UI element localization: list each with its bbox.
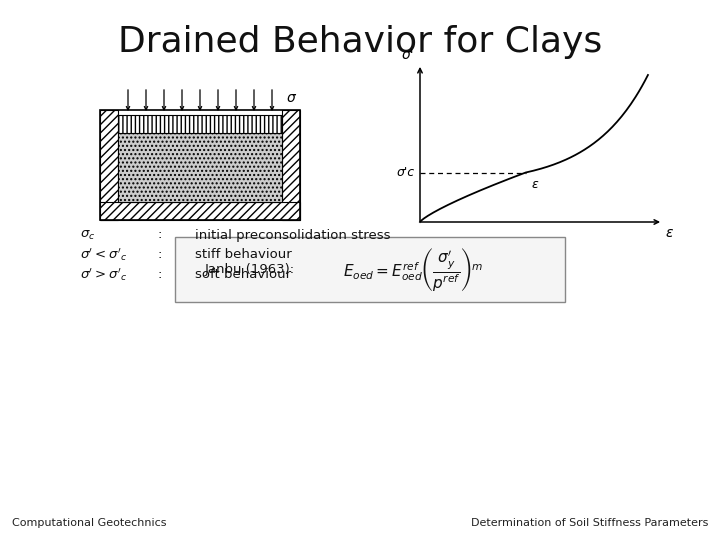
Text: :: : [158,228,162,241]
Text: σ'c: σ'c [397,166,415,179]
Text: Janbu (1963):: Janbu (1963): [205,263,295,276]
Text: σ: σ [287,91,296,105]
Bar [100,202,300,220]
Text: ε: ε [532,179,539,192]
Bar [175,237,565,302]
Bar [118,133,282,202]
Bar [100,110,118,220]
Text: :: : [158,268,162,281]
Text: initial preconsolidation stress: initial preconsolidation stress [195,228,390,241]
Text: :: : [158,248,162,261]
Text: σ': σ' [401,48,414,62]
Bar [118,115,282,133]
Text: $\sigma' > \sigma'_c$: $\sigma' > \sigma'_c$ [80,267,127,284]
Text: $\sigma' < \sigma'_c$: $\sigma' < \sigma'_c$ [80,247,127,264]
Text: $\sigma_c$: $\sigma_c$ [80,228,95,241]
Bar [282,110,300,220]
Text: Drained Behavior for Clays: Drained Behavior for Clays [118,25,602,59]
Text: ε: ε [665,226,672,240]
Text: $E_{oed} = E_{oed}^{ref}\left(\dfrac{\sigma_y'}{p^{ref}}\right)^{m}$: $E_{oed} = E_{oed}^{ref}\left(\dfrac{\si… [343,246,482,294]
Text: stiff behaviour: stiff behaviour [195,248,292,261]
Bar [100,110,300,220]
Text: soft behaviour: soft behaviour [195,268,291,281]
Text: Determination of Soil Stiffness Parameters: Determination of Soil Stiffness Paramete… [471,518,708,528]
Text: Computational Geotechnics: Computational Geotechnics [12,518,166,528]
